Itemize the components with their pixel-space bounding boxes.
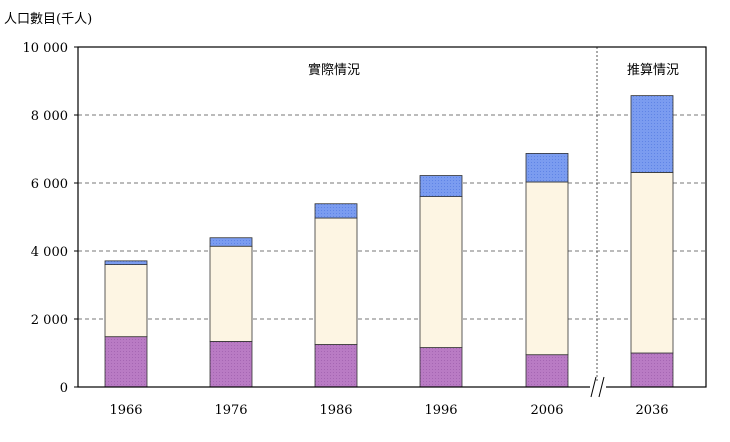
bar-segment [314,217,358,345]
y-tick-label: 2 000 [31,313,68,328]
x-tick-label: 2006 [530,403,563,418]
region-label-projected: 推算情況 [627,63,679,78]
region-label-actual: 實際情況 [308,62,360,78]
x-tick-label: 1986 [319,403,352,418]
plot-frame [77,46,707,388]
labels: 0 2 000 4 000 6 000 8 000 10 000 1966 1976 1986 1… [23,41,680,418]
bar-segment [630,172,674,354]
bar-segment [630,95,674,173]
y-axis-title: 人口數目(千人) [4,12,93,27]
y-tick-label: 8 000 [31,109,68,124]
bar-segment [104,264,148,338]
y-tick-label: 6 000 [31,177,68,192]
y-tick-label: 0 [60,381,68,396]
x-tick-label: 2036 [635,403,668,418]
bar-segment [525,153,569,183]
bar-segment [209,245,253,342]
bar-segment [419,175,463,198]
y-tick-label: 10 000 [23,41,69,56]
bar-segment [104,260,148,265]
bar-segment [314,203,358,219]
bars [104,95,674,388]
x-tick-label: 1976 [214,403,247,418]
bar-segment [314,344,358,388]
bar-segment [209,341,253,388]
gridlines [78,47,706,387]
bar-segment [419,347,463,388]
y-tick-label: 4 000 [31,245,68,260]
x-tick-label: 1996 [424,403,457,418]
bar-segment [209,237,253,247]
axis-break-mark [590,376,597,398]
bar-segment [419,196,463,348]
axis-break-mark [598,376,605,398]
bar-segment [630,352,674,388]
bar-segment [525,354,569,388]
axes [74,46,707,398]
x-tick-label: 1966 [109,403,142,418]
bar-segment [525,181,569,356]
bar-segment [104,336,148,388]
